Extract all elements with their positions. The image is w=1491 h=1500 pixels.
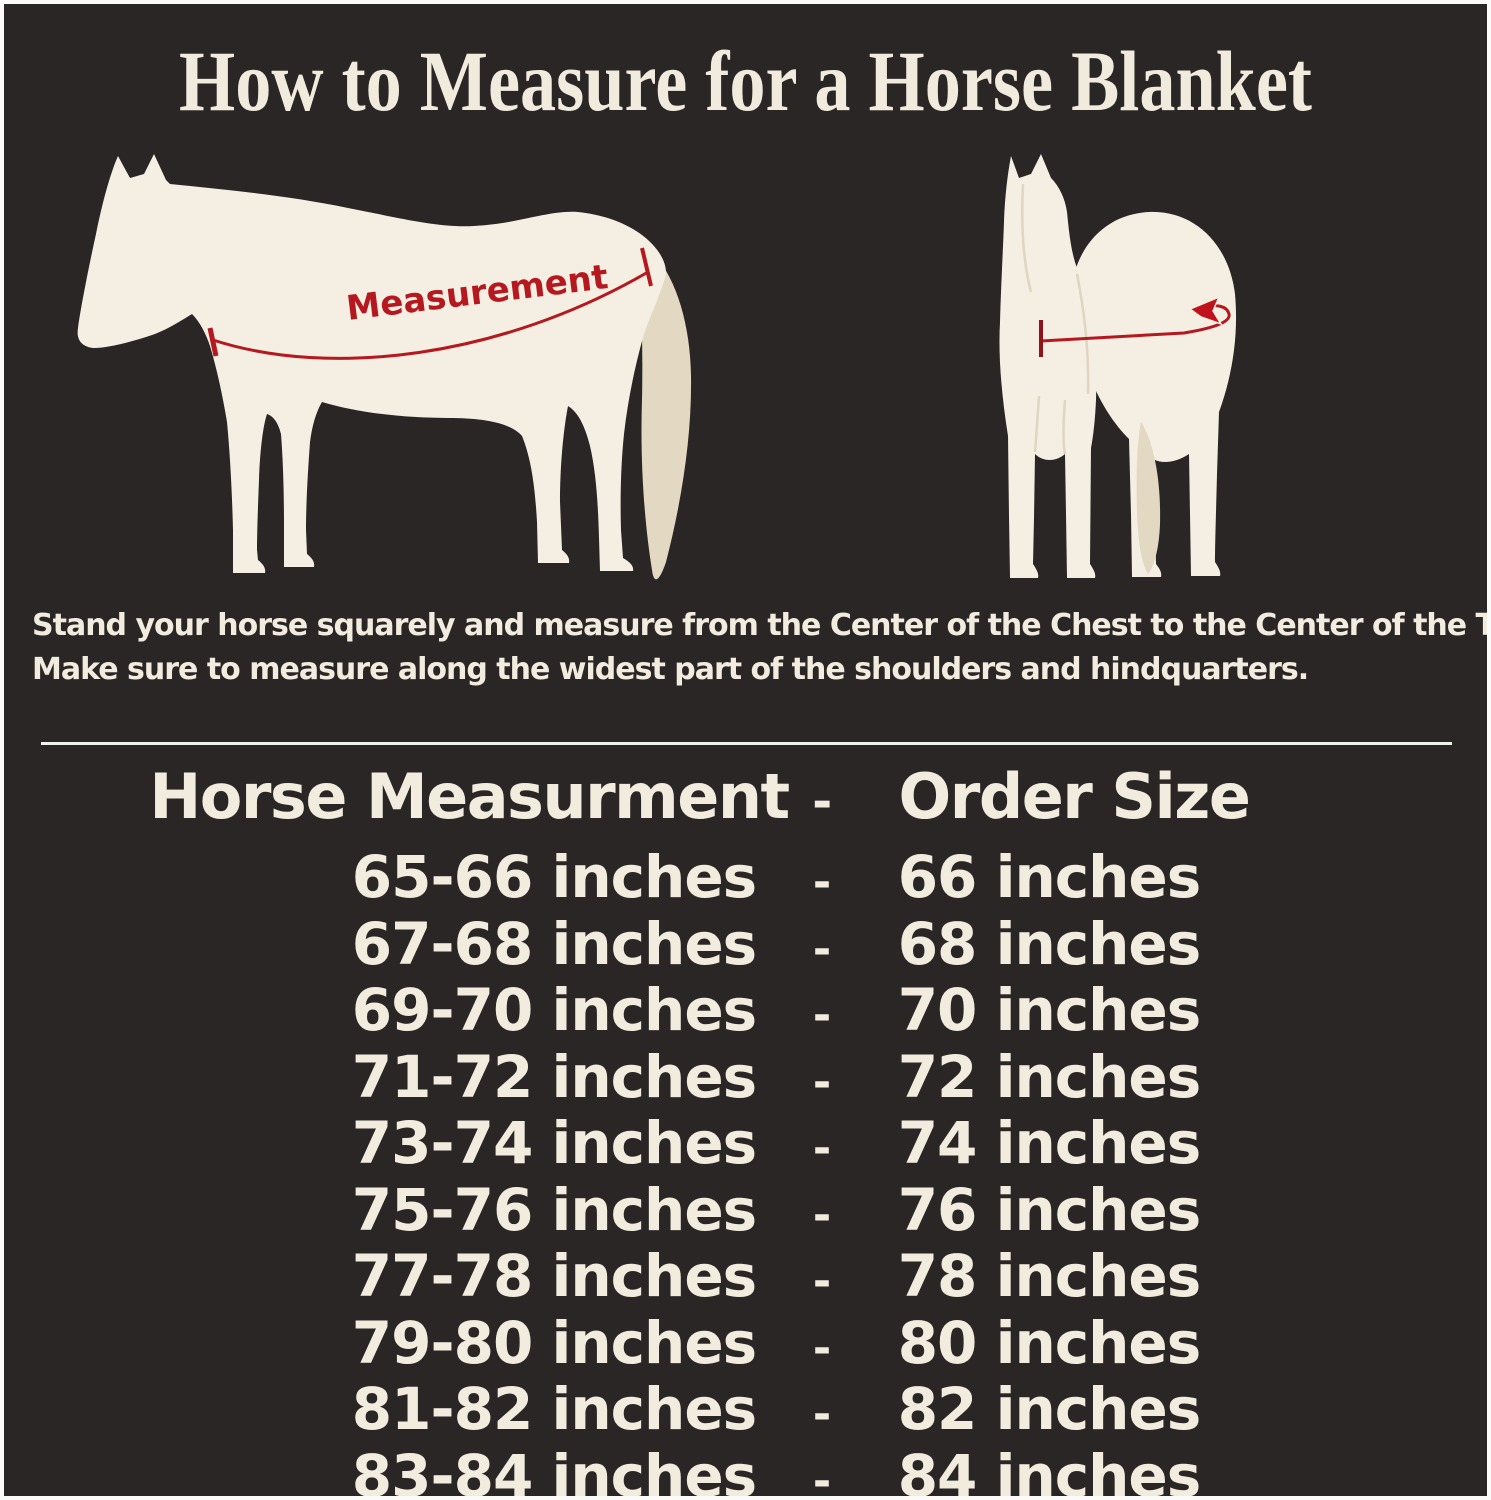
row-separator: - <box>812 1455 831 1500</box>
row-order: 78 inches <box>897 1242 1202 1310</box>
wrap-arrowhead <box>1188 295 1223 326</box>
row-measurement: 75-76 inches <box>351 1175 757 1244</box>
size-row: 75-76 inches - 76 inches <box>4 1175 1487 1247</box>
row-separator: - <box>812 1056 831 1108</box>
row-separator: - <box>812 1389 831 1440</box>
size-row: 73-74 inches - 74 inches <box>4 1109 1487 1180</box>
header-measurement-col: Horse Measurment <box>149 760 790 833</box>
size-row: 81-82 inches - 82 inches <box>4 1375 1487 1446</box>
row-order: 76 inches <box>897 1175 1202 1244</box>
size-chart: Horse Measurment - Order Size 65-66 inch… <box>4 760 1487 1500</box>
row-order: 74 inches <box>897 1109 1202 1177</box>
row-separator: - <box>812 857 831 908</box>
divider-line <box>41 742 1452 745</box>
row-measurement: 77-78 inches <box>351 1242 757 1310</box>
row-measurement: 67-68 inches <box>351 909 757 978</box>
row-order: 68 inches <box>897 909 1202 978</box>
row-separator: - <box>812 1189 831 1241</box>
measurement-end-tick <box>640 247 653 287</box>
horse-front-tail <box>1136 422 1161 574</box>
header-separator: - <box>812 774 832 830</box>
row-order: 84 inches <box>897 1441 1202 1500</box>
size-chart-header: Horse Measurment - Order Size <box>4 760 1487 839</box>
row-separator: - <box>812 990 831 1041</box>
size-row: 79-80 inches - 80 inches <box>4 1308 1487 1380</box>
front-horse-illustration <box>999 154 1237 578</box>
horse-tail <box>636 246 692 580</box>
horse-hindquarters <box>1071 211 1237 577</box>
row-order: 80 inches <box>897 1308 1202 1377</box>
row-measurement: 71-72 inches <box>351 1042 757 1111</box>
row-separator: - <box>812 1322 831 1374</box>
row-order: 82 inches <box>897 1375 1202 1443</box>
row-measurement: 79-80 inches <box>351 1308 757 1377</box>
size-row: 65-66 inches - 66 inches <box>4 843 1487 914</box>
header-order-col: Order Size <box>898 760 1251 833</box>
measurement-start-tick <box>207 327 219 357</box>
row-separator: - <box>812 1256 831 1307</box>
row-separator: - <box>812 1123 831 1174</box>
horse-head-chest <box>999 154 1097 578</box>
side-horse-illustration: Measurement <box>77 154 692 580</box>
size-row: 71-72 inches - 72 inches <box>4 1042 1487 1114</box>
size-row: 83-84 inches - 84 inches <box>4 1441 1487 1500</box>
row-order: 66 inches <box>897 843 1202 911</box>
horse-inner-contours <box>1021 183 1090 455</box>
row-separator: - <box>812 923 831 975</box>
size-row: 67-68 inches - 68 inches <box>4 909 1487 981</box>
horse-body <box>77 154 666 573</box>
row-measurement: 69-70 inches <box>351 976 757 1044</box>
size-row: 77-78 inches - 78 inches <box>4 1242 1487 1313</box>
instructions-line-2: Make sure to measure along the widest pa… <box>32 652 1309 687</box>
row-measurement: 65-66 inches <box>351 843 757 911</box>
row-order: 72 inches <box>897 1042 1202 1111</box>
row-measurement: 81-82 inches <box>351 1375 757 1443</box>
size-row: 69-70 inches - 70 inches <box>4 976 1487 1047</box>
row-order: 70 inches <box>897 976 1202 1044</box>
instructions-line-1: Stand your horse squarely and measure fr… <box>32 608 1491 643</box>
instructions: Stand your horse squarely and measure fr… <box>32 604 1491 692</box>
row-measurement: 73-74 inches <box>351 1109 757 1177</box>
measurement-arc <box>212 270 649 360</box>
page-title: How to Measure for a Horse Blanket <box>179 33 1312 129</box>
row-measurement: 83-84 inches <box>351 1441 757 1500</box>
